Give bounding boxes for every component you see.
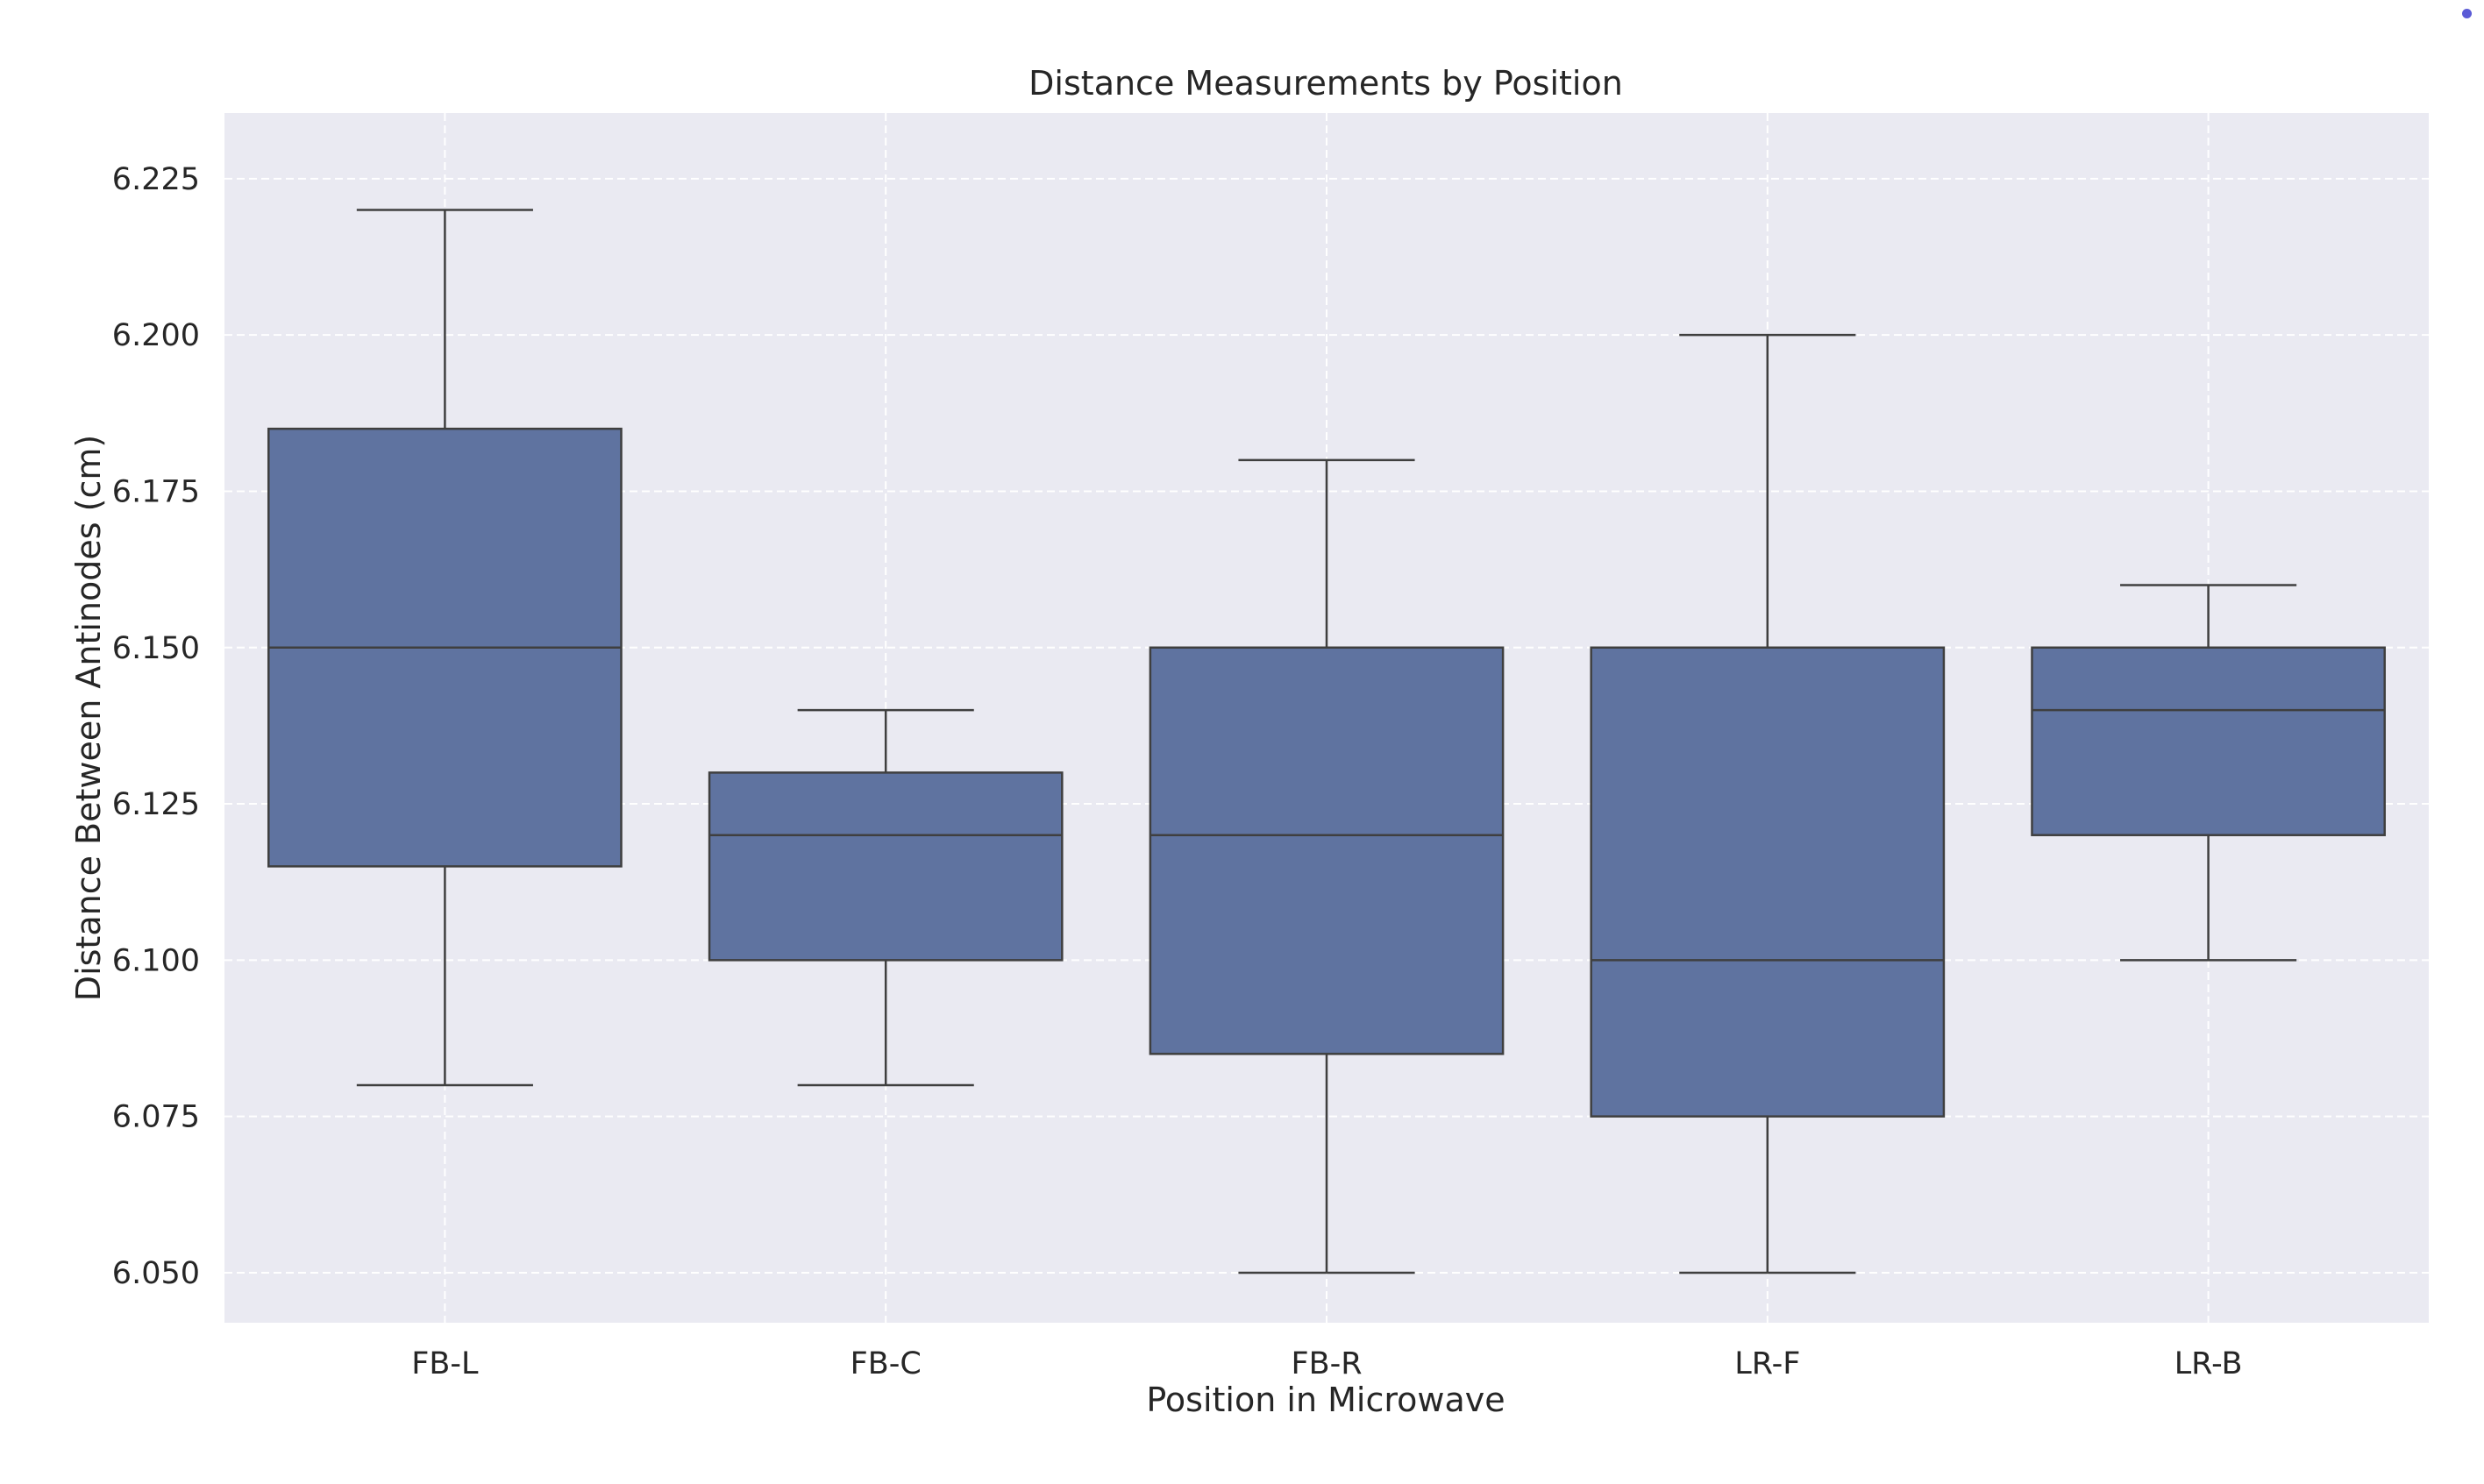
y-tick-label: 6.225 <box>112 162 200 197</box>
box-fb-c <box>708 708 1064 1087</box>
corner-dot-icon <box>2462 9 2472 18</box>
x-tick-label: FB-C <box>851 1346 922 1381</box>
y-tick-label: 6.075 <box>112 1100 200 1135</box>
x-axis-label: Position in Microwave <box>1146 1381 1505 1419</box>
box-iqr <box>708 771 1064 962</box>
y-tick-label: 6.050 <box>112 1256 200 1291</box>
box-lr-f <box>1590 333 1946 1275</box>
box-lr-b <box>2031 584 2386 962</box>
y-tick-label: 6.125 <box>112 787 200 822</box>
x-tick-label: LR-F <box>1734 1346 1800 1381</box>
y-tick-label: 6.100 <box>112 943 200 978</box>
box-fb-l <box>267 209 623 1087</box>
box-fb-r <box>1149 458 1505 1275</box>
x-tick-label: FB-R <box>1291 1346 1362 1381</box>
x-tick-label: LR-B <box>2174 1346 2243 1381</box>
box-iqr <box>2031 646 2386 836</box>
chart-title: Distance Measurements by Position <box>1028 64 1623 103</box>
y-axis-ticks: 6.050 6.075 6.100 6.125 6.150 6.175 6.200 6.225 <box>112 162 200 1291</box>
x-tick-label: FB-L <box>411 1346 479 1381</box>
y-tick-label: 6.200 <box>112 318 200 353</box>
y-tick-label: 6.175 <box>112 474 200 509</box>
x-axis-ticks: FB-L FB-C FB-R LR-F LR-B <box>411 1346 2242 1381</box>
y-axis-label: Distance Between Antinodes (cm) <box>69 435 108 1001</box>
box-iqr <box>1590 646 1946 1118</box>
box-iqr <box>1149 646 1505 1055</box>
boxes-group <box>267 209 2386 1275</box>
y-tick-label: 6.150 <box>112 631 200 666</box>
